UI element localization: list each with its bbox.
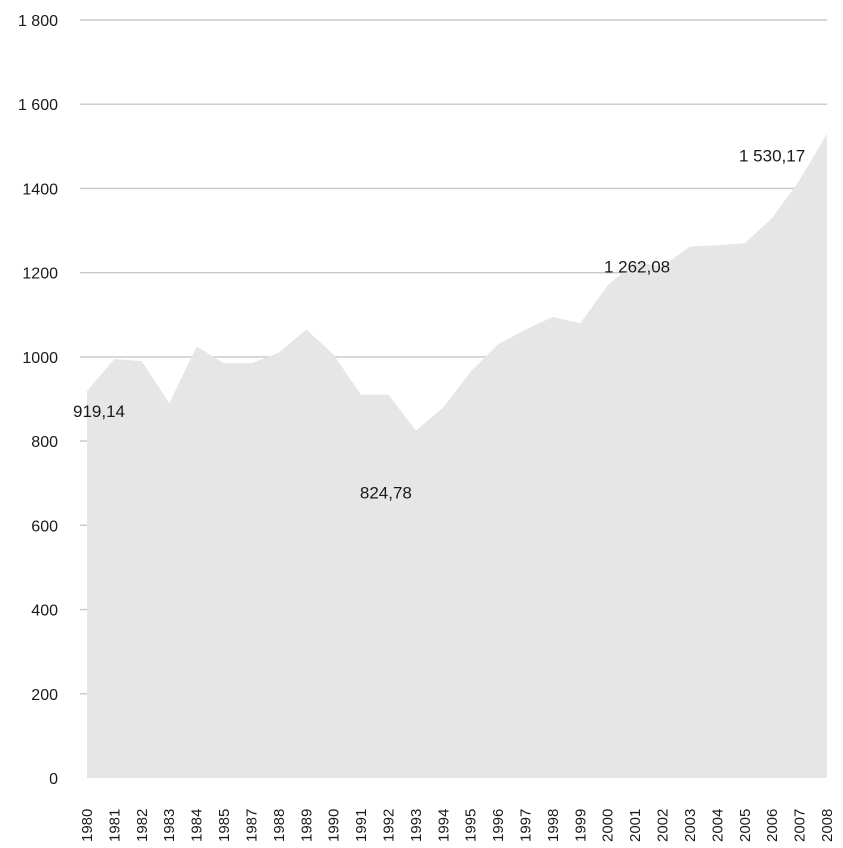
area-series [87,133,827,778]
x-tick-label: 2001 [627,809,644,842]
y-tick-label: 1000 [22,350,58,367]
y-tick-label: 400 [31,603,58,620]
x-tick-label: 2006 [764,809,781,842]
data-label: 824,78 [360,484,412,503]
x-tick-label: 1988 [271,809,288,842]
y-tick-label: 1 800 [18,13,58,30]
x-tick-label: 2003 [682,809,699,842]
x-tick-label: 1980 [79,809,96,842]
x-tick-label: 2008 [819,809,836,842]
y-tick-label: 600 [31,518,58,535]
area-fill [87,133,827,778]
x-tick-label: 1983 [161,809,178,842]
x-tick-label: 1991 [353,809,370,842]
x-tick-label: 1999 [572,809,589,842]
x-tick-label: 1989 [298,809,315,842]
x-tick-label: 1997 [518,809,535,842]
x-tick-label: 1987 [243,809,260,842]
y-axis-tick-labels: 0 200 400 600 800 1000 1200 1400 1 600 1 800 [18,13,58,788]
y-tick-label: 1400 [22,181,58,198]
y-tick-label: 1 600 [18,97,58,114]
x-tick-label: 2000 [600,809,617,842]
data-label: 1 262,08 [604,258,670,277]
x-tick-label: 1984 [189,809,206,842]
y-tick-label: 1200 [22,266,58,283]
y-tick-label: 200 [31,687,58,704]
x-tick-label: 1981 [106,809,123,842]
y-tick-label: 0 [49,771,58,788]
x-tick-label: 1998 [545,809,562,842]
x-tick-label: 1992 [380,809,397,842]
x-tick-label: 2002 [655,809,672,842]
x-tick-label: 2005 [737,809,754,842]
data-label: 1 530,17 [739,147,805,166]
x-tick-label: 1990 [326,809,343,842]
x-tick-label: 1982 [134,809,151,842]
x-tick-label: 2004 [709,809,726,842]
x-tick-label: 1985 [216,809,233,842]
data-label: 919,14 [73,402,125,421]
data-labels: 919,14 824,78 1 262,08 1 530,17 [73,147,805,503]
x-tick-label: 2007 [792,809,809,842]
x-tick-label: 1995 [463,809,480,842]
x-tick-label: 1994 [435,809,452,842]
x-tick-label: 1993 [408,809,425,842]
x-axis-tick-labels: 1980 1981 1982 1983 1984 1985 1987 1988 1989 1990… [79,809,836,842]
y-tick-label: 800 [31,434,58,451]
x-tick-label: 1996 [490,809,507,842]
